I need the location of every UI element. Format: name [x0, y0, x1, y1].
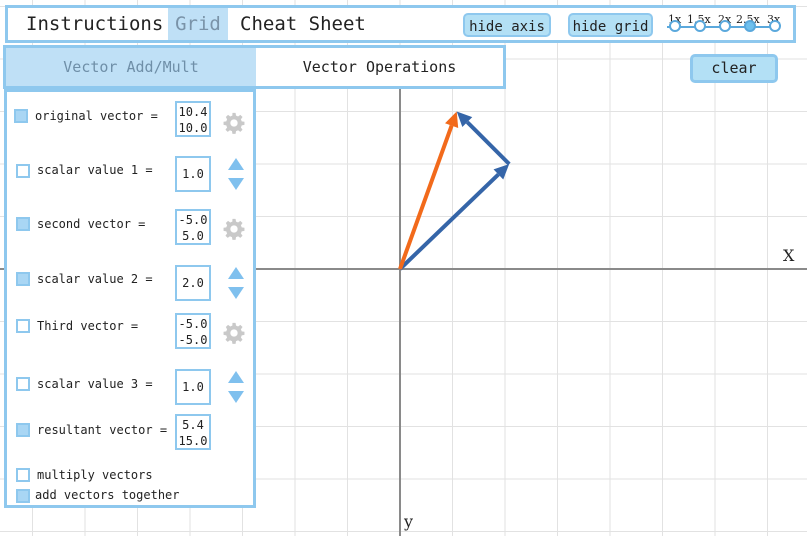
- original-vector-arrow-shaft: [398, 172, 500, 271]
- second-vector-y: 5.0: [182, 229, 204, 243]
- scalar2-input[interactable]: 2.0: [175, 265, 211, 301]
- zoom-option-2x[interactable]: [719, 20, 731, 32]
- third-vector-gear-icon[interactable]: [223, 322, 245, 344]
- vectors: [398, 111, 511, 271]
- y-axis-label: y: [404, 512, 414, 531]
- scalar2-checkbox[interactable]: [16, 272, 30, 286]
- resultant-vector-x: 5.4: [182, 418, 204, 432]
- original-vector-label: original vector =: [35, 109, 158, 123]
- second-vector-input[interactable]: -5.0 5.0: [175, 209, 211, 245]
- scalar1-checkbox[interactable]: [16, 164, 30, 178]
- original-vector-arrow-head: [493, 164, 510, 180]
- scalar2-down-arrow-icon[interactable]: [228, 287, 244, 299]
- hide-axis-button[interactable]: hide axis: [463, 13, 551, 37]
- scalar2-label: scalar value 2 =: [37, 272, 153, 286]
- tab-grid[interactable]: Grid: [168, 8, 228, 40]
- tab-instructions[interactable]: Instructions: [26, 13, 164, 35]
- scalar3-label: scalar value 3 =: [37, 377, 153, 391]
- third-vector-y: -5.0: [178, 333, 208, 347]
- resultant-vector-display: 5.4 15.0: [175, 414, 211, 450]
- original-vector-y: 10.0: [178, 121, 208, 135]
- clear-button[interactable]: clear: [690, 54, 778, 83]
- second-vector-arrow-head: [456, 111, 473, 128]
- add-vectors-label: add vectors together: [35, 488, 180, 502]
- second-vector-arrow-shaft: [465, 120, 511, 166]
- third-vector-checkbox[interactable]: [16, 319, 30, 333]
- second-vector-x: -5.0: [178, 213, 208, 227]
- third-vector-x: -5.0: [178, 317, 208, 331]
- control-panel: original vector = 10.4 10.0 scalar value…: [4, 89, 256, 508]
- second-vector-checkbox[interactable]: [16, 217, 30, 231]
- scalar1-down-arrow-icon[interactable]: [228, 178, 244, 190]
- original-vector-gear-icon[interactable]: [223, 112, 245, 134]
- second-vector-label: second vector =: [37, 217, 146, 231]
- second-vector-gear-icon[interactable]: [223, 218, 245, 240]
- scalar1-up-arrow-icon[interactable]: [228, 158, 244, 170]
- original-vector-checkbox[interactable]: [14, 109, 28, 123]
- resultant-vector-arrow-head: [445, 111, 459, 128]
- tab-vector-add-mult[interactable]: Vector Add/Mult: [6, 48, 256, 86]
- original-vector-input[interactable]: 10.4 10.0: [175, 101, 211, 137]
- top-bar: Instructions Grid Cheat Sheet hide axis …: [5, 5, 796, 43]
- scalar3-up-arrow-icon[interactable]: [228, 371, 244, 383]
- multiply-vectors-checkbox[interactable]: [16, 468, 30, 482]
- x-axis-label: X: [783, 246, 795, 265]
- resultant-vector-checkbox[interactable]: [16, 423, 30, 437]
- zoom-option-1x[interactable]: [669, 20, 681, 32]
- third-vector-input[interactable]: -5.0 -5.0: [175, 313, 211, 349]
- original-vector-x: 10.4: [178, 105, 208, 119]
- scalar1-input[interactable]: 1.0: [175, 156, 211, 192]
- resultant-vector-arrow-shaft: [398, 124, 454, 270]
- scalar3-down-arrow-icon[interactable]: [228, 391, 244, 403]
- resultant-vector-label: resultant vector =: [37, 423, 168, 437]
- tab-cheat-sheet[interactable]: Cheat Sheet: [240, 13, 366, 35]
- add-vectors-checkbox[interactable]: [16, 489, 30, 503]
- sub-tabs: Vector Add/Mult Vector Operations: [3, 45, 506, 89]
- zoom-option-1-5x[interactable]: [694, 20, 706, 32]
- scalar3-checkbox[interactable]: [16, 377, 30, 391]
- resultant-vector-y: 15.0: [178, 434, 208, 448]
- hide-grid-button[interactable]: hide grid: [568, 13, 653, 37]
- scalar1-label: scalar value 1 =: [37, 163, 153, 177]
- tab-vector-operations[interactable]: Vector Operations: [302, 58, 457, 76]
- third-vector-label: Third vector =: [37, 319, 139, 333]
- scalar2-up-arrow-icon[interactable]: [228, 267, 244, 279]
- zoom-option-3x[interactable]: [769, 20, 781, 32]
- multiply-vectors-label: multiply vectors: [37, 468, 153, 482]
- scalar3-input[interactable]: 1.0: [175, 369, 211, 405]
- zoom-option-2-5x[interactable]: [744, 20, 756, 32]
